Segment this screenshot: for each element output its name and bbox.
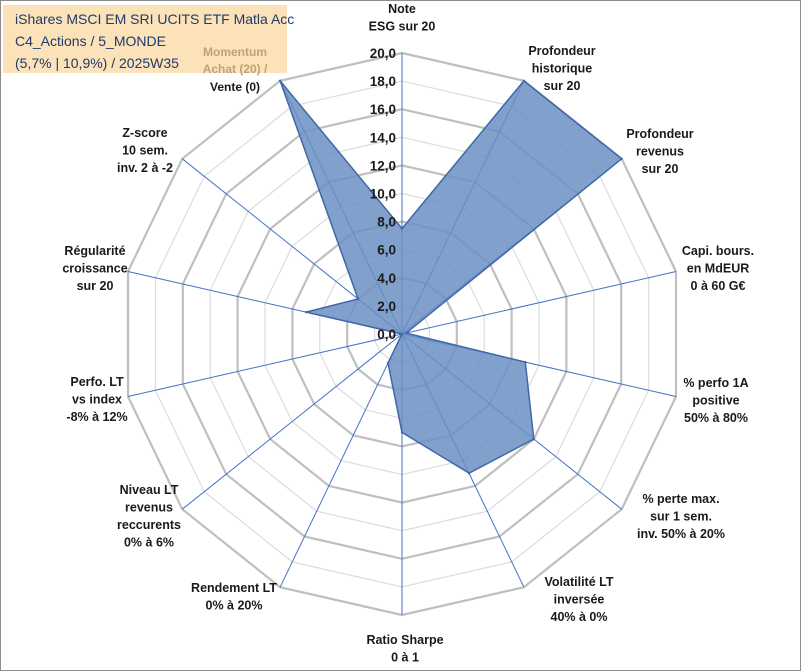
data-series-area — [279, 79, 623, 475]
data-point-11 — [304, 310, 308, 314]
axis-label-4-line-2: 50% à 80% — [684, 411, 748, 425]
data-point-8 — [386, 361, 390, 365]
axis-label-11-line-1: croissance — [62, 262, 127, 276]
data-point-5 — [532, 437, 535, 441]
axis-spoke-9 — [181, 333, 403, 510]
axis-label-2-line-2: sur 20 — [642, 162, 679, 176]
tick-label-8: 16,0 — [370, 102, 396, 117]
title-line-2: C4_Actions / 5_MONDE — [15, 33, 166, 49]
axis-spoke-10 — [127, 333, 403, 397]
data-point-2 — [620, 157, 623, 160]
axis-label-10-line-2: -8% à 12% — [66, 410, 127, 424]
axis-label-5-line-0: % perte max. — [642, 492, 719, 506]
axis-label-2-line-1: revenus — [636, 145, 684, 159]
tick-label-9: 18,0 — [370, 74, 396, 89]
axis-label-8-line-1: 0% à 20% — [206, 599, 263, 613]
axis-label-6-line-0: Volatilité LT — [545, 575, 614, 589]
data-point-4 — [524, 360, 527, 364]
axis-label-11-line-2: sur 20 — [77, 279, 114, 293]
data-point-0 — [400, 227, 404, 230]
title-box: iShares MSCI EM SRI UCITS ETF Matla Acc … — [3, 5, 294, 73]
data-point-13 — [278, 79, 282, 83]
axis-label-12-line-2: inv. 2 à -2 — [117, 161, 173, 175]
axis-label-3-line-2: 0 à 60 G€ — [691, 279, 746, 293]
tick-label-4: 8,0 — [377, 215, 396, 230]
tick-label-10: 20,0 — [370, 46, 396, 61]
axis-spoke-8 — [279, 333, 403, 588]
axis-label-0-line-0: Note — [388, 2, 416, 16]
axis-label-3-line-0: Capi. bours. — [682, 244, 754, 258]
axis-label-9-line-2: reccurents — [117, 518, 181, 532]
axis-label-4-line-1: positive — [692, 394, 739, 408]
axis-label-10-line-1: vs index — [72, 393, 122, 407]
data-point-10 — [400, 332, 404, 336]
axis-label-9-line-1: revenus — [125, 501, 173, 515]
axis-label-momentum-line-1: Momentum — [203, 45, 267, 59]
tick-label-3: 6,0 — [377, 243, 396, 258]
tick-label-0: 0,0 — [377, 327, 396, 342]
tick-label-7: 14,0 — [370, 130, 396, 145]
data-point-1 — [522, 79, 526, 83]
tick-label-6: 12,0 — [370, 158, 396, 173]
tick-label-2: 4,0 — [377, 271, 396, 286]
tick-label-5: 10,0 — [370, 187, 396, 202]
title-line-3: (5,7% | 10,9%) / 2025W35 — [15, 55, 179, 71]
axis-label-5-line-2: inv. 50% à 20% — [637, 527, 725, 541]
axis-label-momentum-line-2: Achat (20) / — [202, 62, 268, 76]
axis-spoke-3 — [401, 271, 677, 335]
axis-label-7-line-0: Ratio Sharpe — [366, 633, 443, 647]
axis-label-3-line-1: en MdEUR — [687, 262, 750, 276]
axis-label-12-line-1: 10 sem. — [122, 144, 168, 158]
axis-label-9-line-3: 0% à 6% — [124, 536, 174, 550]
axis-label-5-line-1: sur 1 sem. — [650, 510, 712, 524]
axis-label-9-line-0: Niveau LT — [120, 483, 179, 497]
axis-label-11-line-0: Régularité — [64, 244, 125, 258]
axis-label-1-line-1: historique — [532, 62, 592, 76]
tick-label-1: 2,0 — [377, 299, 396, 314]
axis-label-1-line-2: sur 20 — [544, 79, 581, 93]
data-point-7 — [400, 431, 404, 434]
axis-label-7-line-1: 0 à 1 — [391, 651, 419, 665]
data-point-3 — [404, 331, 408, 335]
axis-label-momentum-line-3: Vente (0) — [209, 80, 260, 94]
data-point-6 — [467, 472, 471, 475]
axis-label-10-line-0: Perfo. LT — [70, 375, 124, 389]
axis-label-1-line-0: Profondeur — [528, 44, 595, 58]
axis-label-2-line-0: Profondeur — [626, 127, 693, 141]
axis-label-6-line-2: 40% à 0% — [551, 610, 608, 624]
axis-label-4-line-0: % perfo 1A — [683, 376, 748, 390]
axis-label-8-line-0: Rendement LT — [191, 581, 277, 595]
axis-label-6-line-1: inversée — [554, 593, 605, 607]
title-line-1: iShares MSCI EM SRI UCITS ETF Matla Acc — [15, 11, 295, 27]
axis-label-0-line-1: ESG sur 20 — [369, 20, 436, 34]
data-point-12 — [356, 297, 360, 301]
axis-label-12-line-0: Z-score — [122, 126, 167, 140]
